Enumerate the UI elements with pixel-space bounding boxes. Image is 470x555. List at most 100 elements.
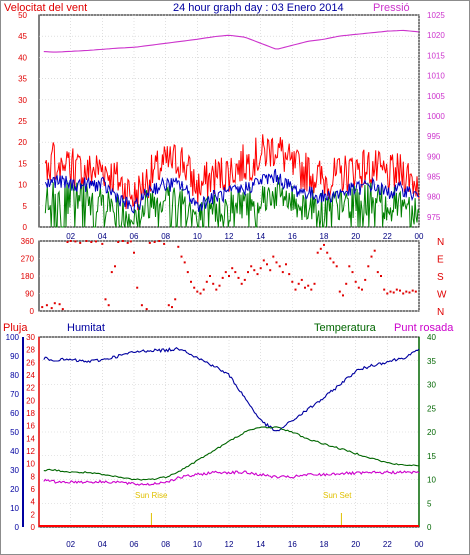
rain-tick-label: 30 bbox=[26, 333, 35, 342]
pressure-tick-label: 980 bbox=[427, 193, 441, 202]
direction-point bbox=[117, 241, 120, 243]
direction-point bbox=[316, 251, 319, 254]
wind-x-tick-label: 10 bbox=[193, 232, 202, 241]
rain-tick-label: 14 bbox=[26, 434, 35, 443]
direction-point bbox=[313, 282, 316, 285]
direction-point bbox=[215, 288, 218, 291]
direction-point bbox=[231, 267, 234, 270]
direction-point bbox=[370, 255, 373, 258]
wind-speed-title: Velocitat del vent bbox=[4, 2, 87, 14]
wind-x-tick-label: 12 bbox=[225, 232, 234, 241]
wind-speed-tick-label: 15 bbox=[18, 159, 27, 168]
direction-point bbox=[253, 269, 256, 272]
direction-point bbox=[205, 280, 208, 283]
direction-point bbox=[153, 241, 156, 243]
humidity-series bbox=[43, 347, 420, 432]
climate-x-tick-label: 16 bbox=[288, 540, 297, 549]
direction-point bbox=[414, 290, 417, 293]
direction-point bbox=[53, 302, 56, 305]
pressure-tick-label: 990 bbox=[427, 152, 441, 161]
climate-x-tick-label: 22 bbox=[383, 540, 392, 549]
wind-x-tick-label: 00 bbox=[415, 232, 424, 241]
wind-x-tick-label: 04 bbox=[98, 232, 107, 241]
humidity-tick-label: 100 bbox=[6, 333, 20, 342]
direction-point bbox=[209, 275, 211, 277]
direction-point bbox=[345, 282, 348, 285]
direction-point bbox=[114, 265, 116, 268]
direction-point bbox=[45, 304, 48, 307]
direction-point bbox=[224, 271, 227, 274]
direction-point bbox=[247, 271, 249, 274]
direction-point bbox=[90, 241, 93, 243]
rain-axis-title: Pluja bbox=[3, 322, 28, 334]
direction-point bbox=[79, 241, 82, 244]
direction-point bbox=[163, 242, 166, 245]
wind-speed-tick-label: 20 bbox=[18, 138, 27, 147]
compass-label: E bbox=[437, 255, 444, 266]
compass-label: N bbox=[437, 237, 444, 248]
rain-tick-label: 8 bbox=[31, 472, 36, 481]
pressure-tick-label: 1015 bbox=[427, 51, 445, 60]
rain-tick-label: 6 bbox=[31, 485, 36, 494]
dewpoint-series bbox=[43, 470, 420, 486]
temperature-tick-label: 20 bbox=[427, 428, 436, 437]
rain-tick-label: 18 bbox=[26, 409, 35, 418]
direction-tick-label: 270 bbox=[21, 255, 35, 264]
direction-point bbox=[110, 271, 113, 274]
sun-set-label: Sun Set bbox=[323, 491, 352, 500]
direction-point bbox=[58, 303, 61, 306]
direction-point bbox=[129, 240, 132, 243]
direction-point bbox=[323, 243, 325, 246]
direction-point bbox=[101, 242, 104, 245]
direction-point bbox=[351, 271, 354, 274]
climate-x-tick-label: 06 bbox=[130, 540, 139, 549]
direction-point bbox=[180, 255, 183, 258]
direction-point bbox=[121, 240, 124, 242]
direction-point bbox=[174, 298, 177, 301]
humidity-tick-label: 30 bbox=[10, 466, 19, 475]
direction-point bbox=[361, 288, 363, 291]
direction-point bbox=[386, 292, 389, 295]
direction-point bbox=[148, 241, 151, 244]
pressure-tick-label: 975 bbox=[427, 213, 441, 222]
direction-point bbox=[262, 259, 265, 262]
temperature-tick-label: 0 bbox=[427, 523, 432, 532]
direction-point bbox=[69, 240, 72, 242]
direction-point bbox=[228, 275, 230, 277]
direction-point bbox=[405, 290, 408, 293]
direction-point bbox=[50, 307, 53, 310]
sun-rise-label: Sun Rise bbox=[135, 491, 168, 500]
direction-point bbox=[408, 291, 411, 294]
direction-point bbox=[136, 286, 139, 289]
direction-point bbox=[326, 251, 329, 254]
direction-point bbox=[202, 288, 205, 291]
wind-x-tick-label: 20 bbox=[351, 232, 360, 241]
direction-point bbox=[288, 273, 291, 276]
rain-tick-label: 10 bbox=[26, 460, 35, 469]
humidity-tick-label: 90 bbox=[10, 352, 19, 361]
direction-point bbox=[190, 280, 192, 283]
direction-point bbox=[367, 265, 370, 268]
humidity-tick-label: 50 bbox=[10, 428, 19, 437]
direction-point bbox=[95, 240, 97, 243]
pressure-tick-label: 995 bbox=[427, 132, 441, 141]
direction-point bbox=[66, 241, 69, 243]
humidity-tick-label: 20 bbox=[10, 485, 19, 494]
direction-point bbox=[304, 286, 306, 289]
direction-tick-label: 0 bbox=[30, 307, 35, 316]
direction-point bbox=[85, 240, 88, 242]
direction-point bbox=[335, 265, 338, 268]
compass-label: N bbox=[437, 307, 444, 318]
wind-x-tick-label: 16 bbox=[288, 232, 297, 241]
pressure-tick-label: 1005 bbox=[427, 92, 445, 101]
humidity-tick-label: 0 bbox=[15, 523, 20, 532]
direction-point bbox=[234, 271, 237, 274]
temperature-series bbox=[43, 426, 420, 481]
direction-point bbox=[171, 306, 173, 309]
direction-point bbox=[107, 304, 110, 307]
direction-point bbox=[74, 240, 77, 243]
direction-point bbox=[221, 276, 224, 279]
wind-x-tick-label: 22 bbox=[383, 232, 392, 241]
direction-point bbox=[240, 282, 243, 285]
rain-tick-label: 24 bbox=[26, 371, 35, 380]
